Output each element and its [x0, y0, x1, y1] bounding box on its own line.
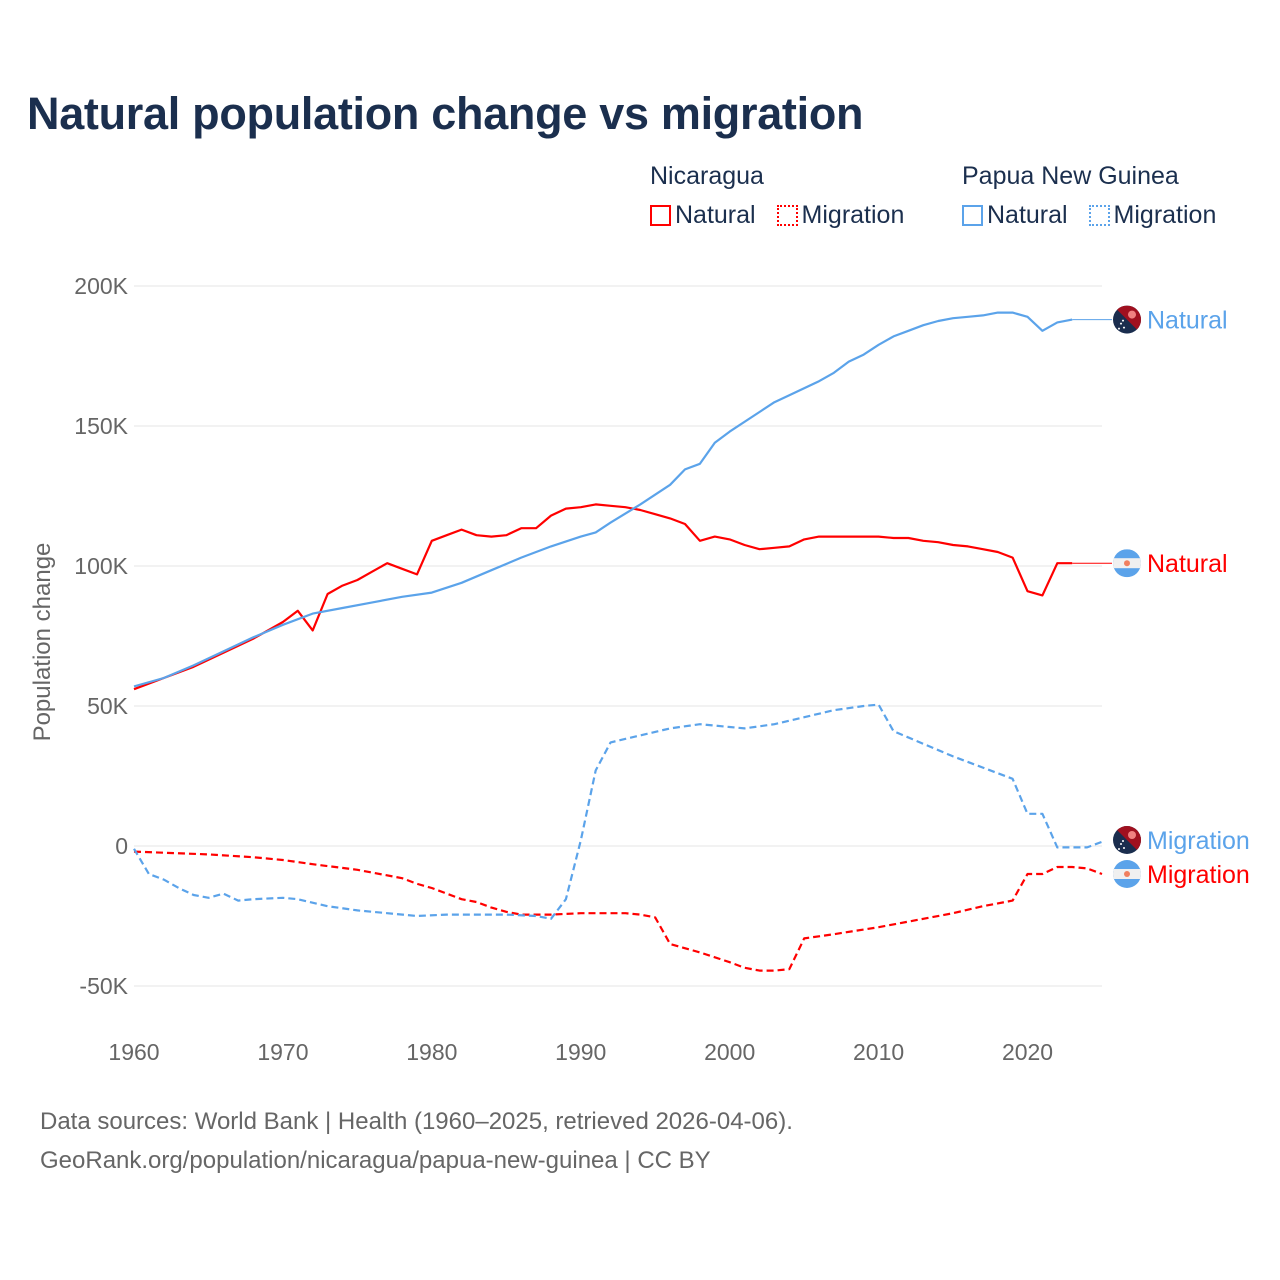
legend-group-title: Nicaragua — [650, 162, 764, 190]
flag-shape — [1113, 549, 1141, 578]
star-icon — [1123, 847, 1125, 849]
end-label: Natural — [1147, 307, 1228, 335]
chart-title: Natural population change vs migration — [27, 88, 864, 139]
flag-png-icon — [1113, 305, 1141, 334]
axes: 200K 150K 100K 50K 0 -50K 1960 1970 1980 1990 2000… — [74, 273, 1053, 1065]
footer-sources: Data sources: World Bank | Health (1960–… — [40, 1108, 793, 1135]
y-axis-label: Population change — [29, 543, 56, 742]
legend-label: Natural — [987, 201, 1068, 229]
legend-label: Migration — [1113, 201, 1217, 229]
x-tick-label: 1980 — [406, 1039, 457, 1065]
y-tick-label: 50K — [87, 693, 129, 719]
y-tick-label: 200K — [74, 273, 128, 299]
star-icon — [1122, 840, 1124, 842]
series-line-papua-new-guinea-natural — [133, 311, 1073, 688]
legend-swatch-dotted — [1088, 205, 1110, 226]
star-icon — [1120, 322, 1122, 325]
bird-of-paradise-icon — [1128, 310, 1136, 319]
flag-png-icon — [1113, 826, 1141, 854]
series-line-papua-new-guinea-migration — [133, 703, 1103, 920]
legend-item-png-migration[interactable]: Migration — [1088, 201, 1217, 230]
flag-shape — [1113, 305, 1141, 334]
x-tick-label: 2010 — [853, 1039, 904, 1065]
legend-item-png-natural[interactable]: Natural — [962, 201, 1068, 230]
legend-label: Natural — [675, 201, 756, 229]
legend-item-nicaragua-migration[interactable]: Migration — [776, 201, 905, 230]
y-tick-label: 100K — [74, 553, 128, 579]
legend-group-title: Papua New Guinea — [962, 162, 1179, 190]
emblem-icon — [1124, 560, 1130, 567]
x-tick-label: 1960 — [108, 1039, 159, 1065]
legend-label: Migration — [801, 201, 905, 229]
end-labels: Natural Migration Natural Migration — [1113, 305, 1250, 889]
end-label: Natural — [1147, 550, 1228, 578]
x-tick-label: 1970 — [257, 1039, 308, 1065]
star-icon — [1123, 326, 1125, 329]
star-icon — [1118, 848, 1120, 850]
legend-swatch-solid — [962, 205, 983, 226]
legend-swatch-solid — [650, 205, 671, 226]
flag-shape — [1113, 860, 1141, 888]
legend-group-nicaragua: Nicaragua Natural Migration — [650, 162, 918, 233]
series-lines — [133, 311, 1112, 972]
y-tick-label: 0 — [115, 833, 128, 859]
star-icon — [1122, 319, 1124, 322]
star-icon — [1118, 327, 1120, 330]
y-tick-label: -50K — [79, 973, 128, 999]
x-tick-label: 2000 — [704, 1039, 755, 1065]
star-icon — [1120, 843, 1122, 845]
series-line-nicaragua-migration — [133, 850, 1103, 972]
end-label: Migration — [1147, 861, 1250, 889]
x-tick-label: 1990 — [555, 1039, 606, 1065]
bird-of-paradise-icon — [1128, 831, 1136, 839]
flag-shape — [1113, 826, 1141, 854]
footer-link[interactable]: GeoRank.org/population/nicaragua/papua-n… — [40, 1147, 711, 1174]
legend-item-nicaragua-natural[interactable]: Natural — [650, 201, 756, 230]
flag-nicaragua-icon — [1113, 549, 1141, 578]
emblem-icon — [1124, 871, 1130, 877]
end-label: Migration — [1147, 827, 1250, 855]
legend-group-png: Papua New Guinea Natural Migration — [962, 162, 1216, 233]
y-tick-label: 150K — [74, 413, 128, 439]
legend-swatch-dotted — [776, 205, 798, 226]
flag-nicaragua-icon — [1113, 860, 1141, 888]
series-line-nicaragua-natural — [133, 503, 1073, 691]
grid-lines — [134, 285, 1102, 987]
x-tick-label: 2020 — [1002, 1039, 1053, 1065]
